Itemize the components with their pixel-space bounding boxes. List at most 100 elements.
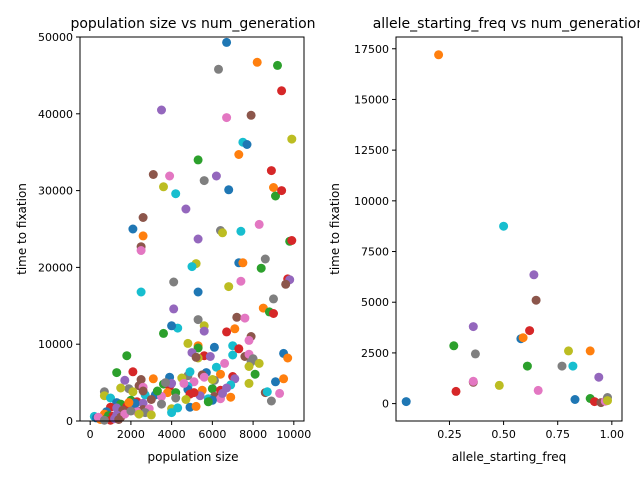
data-point xyxy=(128,224,138,234)
data-point xyxy=(240,313,250,323)
data-point xyxy=(533,385,543,395)
data-point xyxy=(181,204,191,214)
data-point xyxy=(271,191,280,201)
data-point xyxy=(230,324,240,334)
data-point xyxy=(262,387,272,397)
data-point xyxy=(224,185,234,195)
data-point xyxy=(434,50,444,60)
data-point xyxy=(470,349,480,359)
data-point xyxy=(193,234,203,244)
x-axis-label: population size xyxy=(148,450,239,464)
x-axis-label: allele_starting_freq xyxy=(452,450,567,464)
data-point xyxy=(269,309,278,318)
y-tick-label: 12500 xyxy=(354,144,389,157)
y-tick-label: 2500 xyxy=(361,347,389,360)
data-point xyxy=(148,170,158,179)
data-point xyxy=(138,231,148,241)
x-tick-label: 0.50 xyxy=(491,428,516,441)
data-point xyxy=(128,387,138,397)
data-point xyxy=(193,287,203,297)
data-point xyxy=(114,415,124,424)
chart-title: population size vs num_generation xyxy=(70,16,315,32)
data-point xyxy=(157,105,166,115)
data-point xyxy=(214,64,223,74)
x-tick-label: 0.75 xyxy=(545,428,570,441)
data-point xyxy=(234,344,244,354)
data-point xyxy=(522,361,532,371)
data-point xyxy=(499,221,509,231)
data-point xyxy=(159,182,168,192)
data-point xyxy=(564,346,573,356)
data-point xyxy=(468,376,478,386)
data-point xyxy=(232,312,242,322)
data-point xyxy=(287,134,297,144)
data-point xyxy=(222,37,232,47)
data-point xyxy=(161,378,170,388)
data-point xyxy=(152,386,162,396)
data-point xyxy=(167,321,177,331)
data-point xyxy=(165,171,175,181)
data-point xyxy=(451,386,461,396)
data-point xyxy=(193,343,203,353)
data-point xyxy=(242,140,252,149)
data-point xyxy=(283,353,293,363)
scatter-panel-population-size: population size vs num_generation 0 2000 4… xyxy=(15,16,316,464)
data-point xyxy=(171,189,181,199)
data-point xyxy=(128,367,138,377)
data-point xyxy=(228,350,238,360)
data-point xyxy=(494,380,504,390)
data-point xyxy=(236,276,246,286)
x-tick-label: 6000 xyxy=(198,428,226,441)
data-point xyxy=(287,236,297,245)
data-point xyxy=(126,406,136,416)
y-axis-label: time to fixation xyxy=(328,183,342,275)
y-axis-label: time to fixation xyxy=(15,183,29,275)
data-point xyxy=(277,86,287,96)
data-point xyxy=(136,287,146,297)
axes-frame xyxy=(395,36,623,422)
data-point xyxy=(254,219,264,229)
data-point xyxy=(244,378,254,388)
data-point xyxy=(203,397,213,407)
data-point xyxy=(199,372,209,382)
data-point xyxy=(570,395,580,404)
y-tick-label: 30000 xyxy=(38,185,73,198)
data-point xyxy=(99,415,109,425)
data-point xyxy=(138,398,148,408)
data-point xyxy=(594,372,604,382)
data-point xyxy=(116,383,126,393)
data-point xyxy=(266,396,276,406)
y-tick-label: 20000 xyxy=(38,261,73,274)
data-point xyxy=(449,341,459,351)
y-ticks: 0 2500 5000 7500 10000 12500 15000 17500 xyxy=(354,43,396,411)
data-point xyxy=(468,322,478,332)
data-point xyxy=(401,397,411,407)
data-point xyxy=(211,171,221,181)
data-point xyxy=(112,368,122,378)
data-point xyxy=(271,377,280,387)
data-point xyxy=(224,282,234,292)
scatter-panel-allele-starting-freq: allele_starting_freq vs num_generation 0… xyxy=(328,16,640,464)
data-point xyxy=(124,398,134,408)
data-point xyxy=(220,358,230,368)
data-point xyxy=(222,327,232,337)
data-point xyxy=(525,326,535,336)
x-tick-label: 8000 xyxy=(239,428,267,441)
data-point xyxy=(585,346,595,356)
data-point xyxy=(254,358,264,368)
y-tick-label: 10000 xyxy=(354,195,389,208)
data-point xyxy=(169,304,179,314)
y-ticks: 0 10000 20000 30000 40000 50000 xyxy=(38,31,80,428)
data-point xyxy=(191,352,201,362)
x-tick-label: 0 xyxy=(87,428,94,441)
data-point xyxy=(266,166,276,176)
data-point xyxy=(138,213,148,222)
data-point xyxy=(187,262,197,272)
data-point xyxy=(246,110,256,120)
data-point xyxy=(234,150,244,159)
data-point xyxy=(183,338,193,348)
data-point xyxy=(218,228,227,238)
x-tick-label: 4000 xyxy=(158,428,186,441)
data-point xyxy=(134,409,144,419)
data-point xyxy=(171,393,181,403)
